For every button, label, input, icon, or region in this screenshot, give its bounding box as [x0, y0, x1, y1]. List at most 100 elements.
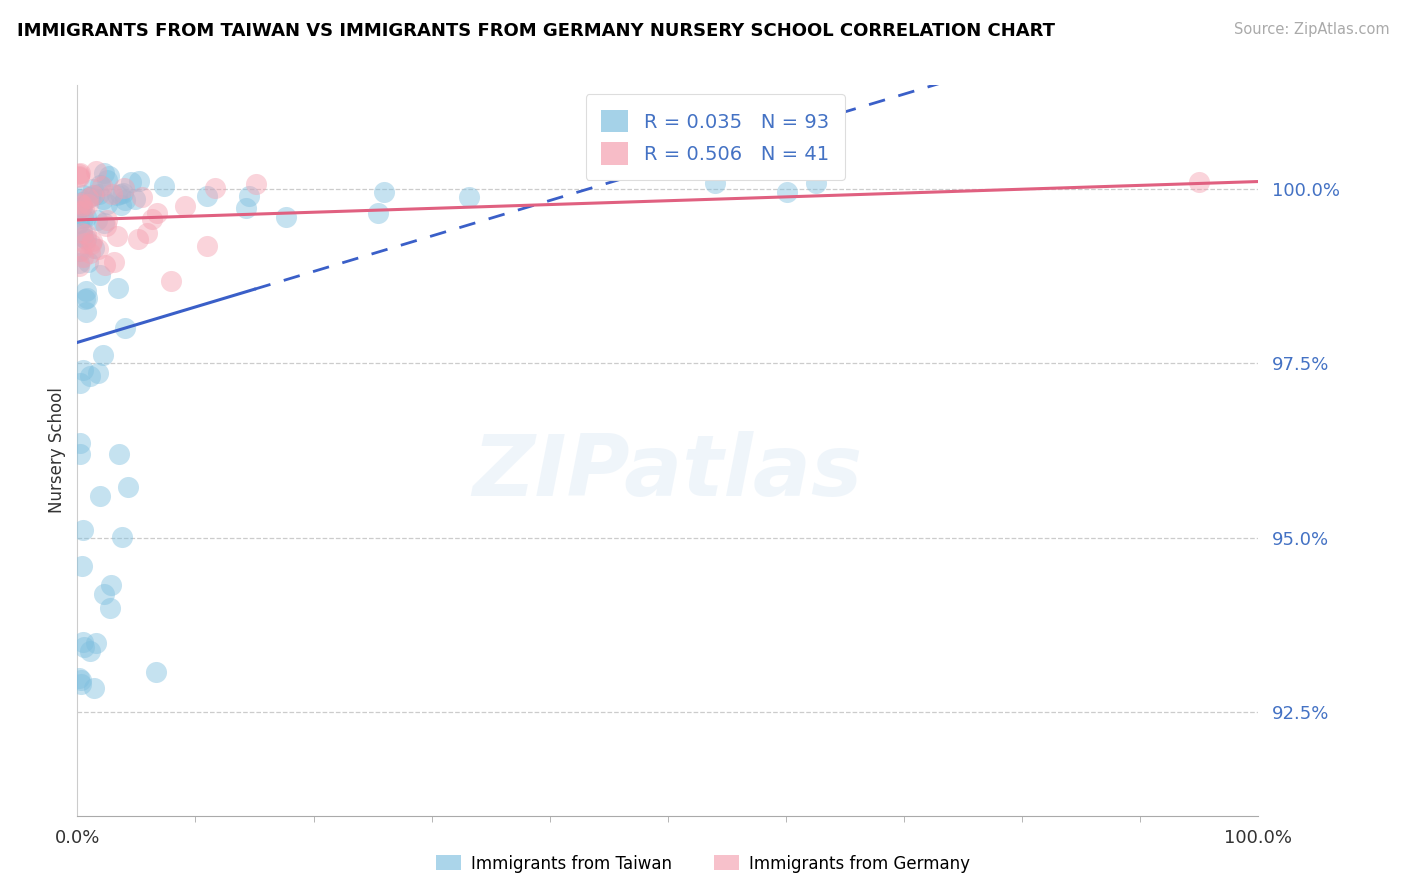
Y-axis label: Nursery School: Nursery School — [48, 387, 66, 514]
Point — [75, 232, 97, 246]
Point — [76, 254, 98, 268]
Point — [96, 172, 118, 186]
Point — [704, 176, 727, 190]
Point — [98, 169, 121, 184]
Point — [91, 179, 114, 194]
Point — [89, 178, 111, 192]
Point — [69, 195, 91, 210]
Point — [128, 174, 150, 188]
Point — [94, 219, 117, 233]
Text: IMMIGRANTS FROM TAIWAN VS IMMIGRANTS FROM GERMANY NURSERY SCHOOL CORRELATION CHA: IMMIGRANTS FROM TAIWAN VS IMMIGRANTS FRO… — [17, 22, 1054, 40]
Point — [76, 191, 98, 205]
Point — [93, 258, 115, 272]
Point — [93, 587, 115, 601]
Point — [146, 205, 169, 219]
Point — [67, 256, 90, 270]
Point — [70, 677, 93, 691]
Point — [72, 523, 94, 537]
Point — [195, 189, 218, 203]
Point — [82, 182, 104, 196]
Point — [120, 175, 142, 189]
Point — [72, 211, 94, 226]
Point — [67, 671, 90, 685]
Point — [245, 177, 267, 191]
Point — [70, 226, 93, 240]
Point — [114, 321, 136, 335]
Point — [67, 167, 90, 181]
Point — [108, 186, 131, 201]
Point — [110, 198, 132, 212]
Point — [93, 166, 115, 180]
Point — [804, 176, 827, 190]
Point — [75, 227, 97, 242]
Point — [458, 190, 481, 204]
Point — [1188, 175, 1211, 189]
Point — [274, 210, 297, 224]
Point — [67, 216, 90, 230]
Point — [72, 251, 94, 265]
Text: Source: ZipAtlas.com: Source: ZipAtlas.com — [1233, 22, 1389, 37]
Point — [112, 186, 135, 201]
Point — [75, 284, 97, 298]
Point — [83, 681, 105, 696]
Point — [69, 447, 91, 461]
Point — [69, 376, 91, 390]
Point — [105, 228, 128, 243]
Point — [367, 205, 389, 219]
Point — [93, 347, 115, 361]
Point — [70, 244, 93, 259]
Point — [124, 192, 146, 206]
Point — [70, 673, 93, 688]
Point — [107, 447, 129, 461]
Point — [93, 216, 115, 230]
Point — [131, 190, 153, 204]
Point — [107, 188, 129, 202]
Point — [98, 601, 121, 615]
Point — [67, 169, 90, 184]
Point — [75, 305, 97, 319]
Text: ZIPatlas: ZIPatlas — [472, 431, 863, 514]
Point — [135, 227, 157, 241]
Point — [152, 179, 174, 194]
Point — [96, 196, 118, 211]
Point — [114, 193, 136, 207]
Point — [69, 436, 91, 450]
Point — [79, 369, 101, 384]
Point — [83, 241, 105, 255]
Point — [87, 366, 110, 380]
Point — [160, 274, 183, 288]
Point — [84, 635, 107, 649]
Point — [84, 164, 107, 178]
Point — [238, 189, 260, 203]
Point — [373, 185, 395, 199]
Point — [67, 244, 90, 259]
Point — [87, 187, 110, 202]
Point — [70, 192, 93, 206]
Point — [173, 199, 195, 213]
Point — [67, 169, 90, 184]
Point — [73, 293, 96, 307]
Point — [127, 232, 149, 246]
Point — [79, 236, 101, 251]
Point — [83, 187, 105, 202]
Point — [70, 200, 93, 214]
Point — [82, 234, 104, 248]
Point — [145, 665, 167, 680]
Point — [141, 212, 163, 227]
Point — [76, 291, 98, 305]
Point — [73, 202, 96, 217]
Point — [195, 238, 218, 252]
Point — [79, 190, 101, 204]
Point — [89, 489, 111, 503]
Point — [111, 530, 134, 544]
Point — [72, 363, 94, 377]
Point — [91, 192, 114, 206]
Point — [79, 245, 101, 260]
Point — [67, 260, 90, 274]
Point — [100, 578, 122, 592]
Point — [73, 640, 96, 654]
Point — [96, 213, 118, 227]
Point — [72, 230, 94, 244]
Point — [100, 187, 122, 202]
Point — [72, 634, 94, 648]
